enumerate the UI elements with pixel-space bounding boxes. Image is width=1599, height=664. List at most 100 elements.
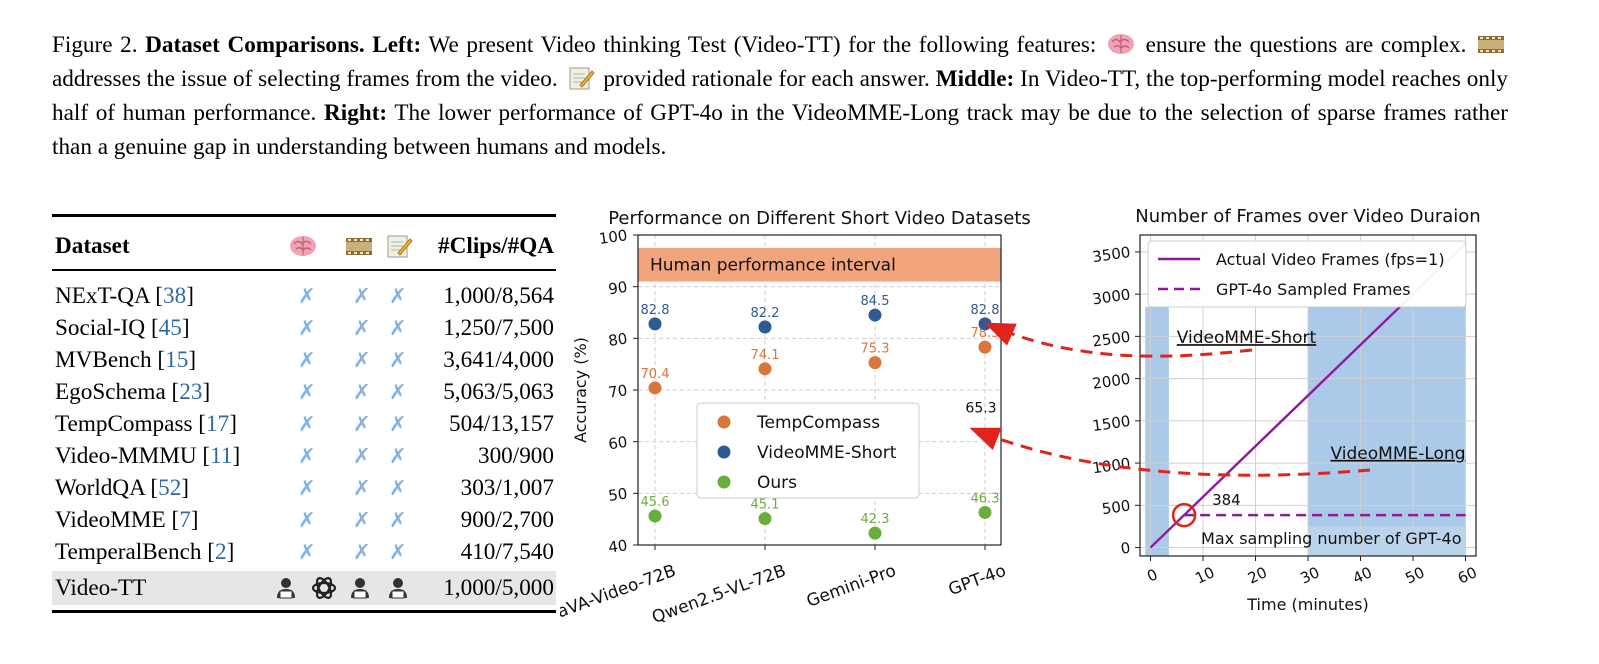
citation-link[interactable]: 2 — [214, 539, 227, 565]
y-tick-label: 100 — [598, 226, 629, 248]
film-icon — [1476, 31, 1506, 57]
annotation-strip — [1308, 526, 1466, 556]
row-count: 504/13,157 — [449, 411, 554, 437]
caption-left-text-2: ensure the questions are complex. — [1145, 32, 1467, 58]
bracket-close: ] — [232, 443, 241, 469]
table-header-rule — [52, 269, 556, 271]
figure-number: Figure 2. — [52, 32, 138, 58]
citation-link[interactable]: 23 — [179, 379, 203, 405]
row-count: 5,063/5,063 — [443, 379, 554, 405]
y-tick-label: 60 — [607, 433, 628, 453]
dataset-name-text: TemperalBench [ — [55, 539, 215, 565]
data-label: 82.8 — [971, 303, 1000, 318]
citation-link[interactable]: 45 — [158, 315, 182, 341]
data-point-ours — [868, 526, 882, 540]
bracket-close: ] — [186, 283, 194, 309]
chart-title: Performance on Different Short Video Dat… — [608, 208, 1031, 229]
cross-mark: ✗ — [389, 476, 407, 500]
row-dataset-name: MVBench [15] — [55, 344, 196, 376]
data-point-videomme-short — [868, 308, 882, 322]
row-dataset-name: EgoSchema [23] — [55, 376, 210, 408]
human-performance-band — [638, 247, 1001, 282]
caption-left-label: Left: — [372, 32, 422, 58]
data-label: 45.6 — [641, 495, 670, 510]
x-tick-label: GPT-4o — [946, 561, 1009, 600]
chart-title: Number of Frames over Video Duraion — [1135, 206, 1480, 227]
dataset-name-text: Video-MMMU [ — [55, 443, 211, 469]
y-tick-label: 500 — [1101, 496, 1132, 518]
x-tick-label: 50 — [1402, 563, 1427, 587]
y-tick-label: 1000 — [1091, 454, 1131, 477]
y-tick-label: 2000 — [1091, 370, 1131, 393]
bracket-close: ] — [188, 347, 197, 373]
table-row: MVBench [15] ✗ ✗ ✗ 3,641/4,000 — [52, 344, 556, 376]
cross-mark: ✗ — [389, 380, 407, 404]
memo-icon — [566, 65, 596, 91]
table-row: Social-IQ [45] ✗ ✗ ✗ 1,250/7,500 — [52, 312, 556, 344]
technologist-icon — [348, 576, 374, 602]
data-point-ours — [648, 509, 662, 523]
technologist-icon — [274, 576, 300, 602]
citation-link[interactable]: 11 — [210, 443, 233, 469]
table-row: TempCompass [17] ✗ ✗ ✗ 504/13,157 — [52, 408, 556, 440]
data-point-ours — [758, 512, 772, 526]
cross-mark: ✗ — [298, 316, 316, 340]
citation-link[interactable]: 7 — [179, 507, 191, 533]
x-tick-label: 60 — [1455, 563, 1480, 587]
y-tick-label: 0 — [1120, 539, 1132, 558]
annotation-label: 384 — [1212, 491, 1241, 509]
brain-icon — [288, 233, 316, 259]
caption-title: Dataset Comparisons. — [145, 32, 365, 58]
dataset-name-text: Social-IQ [ — [55, 315, 159, 341]
x-tick-label: 0 — [1144, 565, 1160, 585]
dataset-name-text: EgoSchema [ — [55, 379, 180, 405]
cross-mark: ✗ — [353, 284, 371, 308]
table-row-video-tt: Video-TT 1,000/5,000 — [52, 571, 556, 605]
openai-logo-icon — [310, 574, 338, 602]
caption-middle-label: Middle: — [935, 66, 1015, 92]
legend-label: GPT-4o Sampled Frames — [1216, 280, 1411, 299]
table-row: Video-MMMU [11] ✗ ✗ ✗ 300/900 — [52, 440, 556, 472]
technologist-icon — [386, 576, 412, 602]
region-label: VideoMME-Short — [1177, 328, 1317, 348]
cross-mark: ✗ — [298, 284, 316, 308]
cross-mark: ✗ — [298, 540, 316, 564]
y-tick-label: 3500 — [1091, 243, 1131, 266]
bracket-close: ] — [181, 315, 190, 341]
row-dataset-name: Social-IQ [45] — [55, 312, 190, 344]
row-count: 1,000/8,564 — [443, 283, 554, 309]
dataset-name-text: TempCompass [ — [55, 411, 207, 437]
bracket-close: ] — [202, 379, 211, 405]
cross-mark: ✗ — [298, 380, 316, 404]
cross-mark: ✗ — [389, 540, 407, 564]
header-dataset: Dataset — [55, 233, 130, 259]
citation-link[interactable]: 15 — [165, 347, 189, 373]
cross-mark: ✗ — [353, 316, 371, 340]
data-label: 46.3 — [971, 491, 1000, 506]
data-label: 70.4 — [641, 367, 670, 382]
citation-link[interactable]: 52 — [158, 475, 182, 501]
citation-link[interactable]: 38 — [163, 283, 187, 309]
citation-link[interactable]: 17 — [206, 411, 230, 437]
cross-mark: ✗ — [353, 412, 371, 436]
row-count: 1,000/5,000 — [443, 575, 554, 601]
cross-mark: ✗ — [389, 284, 407, 308]
row-count: 900/2,700 — [460, 507, 554, 533]
table-top-rule — [52, 214, 556, 217]
bracket-close: ] — [229, 411, 237, 437]
legend-label: Ours — [757, 473, 797, 493]
cross-mark: ✗ — [353, 476, 371, 500]
performance-chart-svg: Performance on Different Short Video Dat… — [537, 208, 1031, 629]
row-count: 300/900 — [477, 443, 554, 469]
header-count: #Clips/#QA — [438, 233, 554, 259]
table-row: VideoMME [7] ✗ ✗ ✗ 900/2,700 — [52, 504, 556, 536]
data-point-videomme-short — [978, 317, 992, 331]
cross-mark: ✗ — [298, 476, 316, 500]
cross-mark: ✗ — [353, 380, 371, 404]
row-dataset-name: WorldQA [52] — [55, 472, 189, 504]
row-dataset-name: Video-MMMU [11] — [55, 440, 240, 472]
cross-mark: ✗ — [389, 412, 407, 436]
cross-mark: ✗ — [389, 348, 407, 372]
data-point-videomme-short — [758, 320, 772, 334]
row-dataset-name: VideoMME [7] — [55, 504, 199, 536]
